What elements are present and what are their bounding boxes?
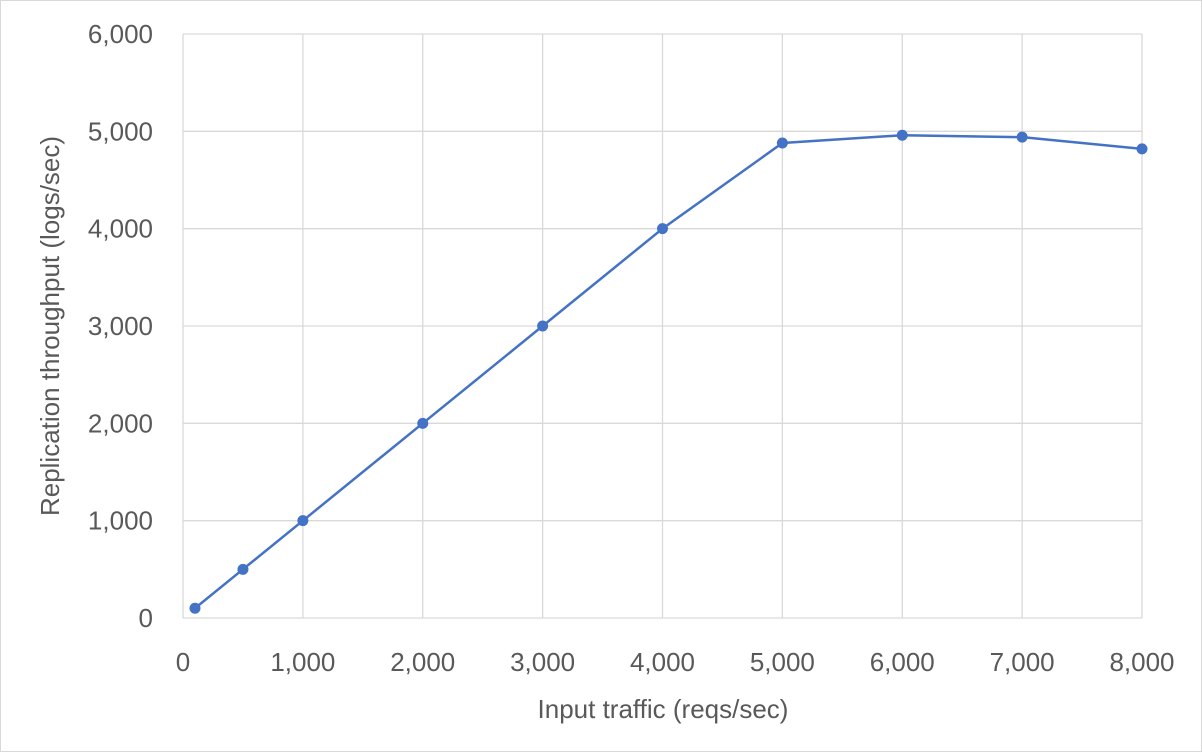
y-axis-tick-labels: 0 1,000 2,000 3,000 4,000 5,000 6,000: [88, 19, 153, 633]
data-point: [1136, 143, 1148, 155]
y-axis-title: Replication throughput (logs/sec): [35, 136, 65, 516]
y-tick-label: 2,000: [88, 408, 153, 438]
x-tick-label: 2,000: [390, 647, 455, 677]
data-point: [189, 602, 201, 614]
data-point: [297, 515, 309, 527]
x-tick-label: 4,000: [630, 647, 695, 677]
y-tick-label: 3,000: [88, 311, 153, 341]
x-tick-label: 7,000: [990, 647, 1055, 677]
y-tick-label: 5,000: [88, 116, 153, 146]
y-tick-label: 1,000: [88, 506, 153, 536]
x-tick-label: 0: [176, 647, 190, 677]
y-tick-label: 6,000: [88, 19, 153, 49]
series-line: [194, 133, 1143, 610]
data-point: [537, 320, 549, 332]
data-point: [1016, 131, 1028, 143]
x-axis-title: Input traffic (reqs/sec): [538, 694, 789, 724]
data-point: [776, 137, 788, 149]
y-tick-label: 4,000: [88, 214, 153, 244]
x-tick-label: 3,000: [510, 647, 575, 677]
x-axis-tick-labels: 0 1,000 2,000 3,000 4,000 5,000 6,000 7,000 8,00…: [176, 647, 1175, 677]
x-tick-label: 6,000: [870, 647, 935, 677]
y-tick-label: 0: [139, 603, 153, 633]
x-tick-label: 8,000: [1109, 647, 1174, 677]
data-point: [896, 129, 908, 141]
data-point: [237, 563, 249, 575]
data-point: [417, 417, 429, 429]
x-tick-label: 1,000: [270, 647, 335, 677]
series-layer: [189, 129, 1148, 614]
data-point: [657, 223, 668, 235]
x-tick-label: 5,000: [750, 647, 815, 677]
